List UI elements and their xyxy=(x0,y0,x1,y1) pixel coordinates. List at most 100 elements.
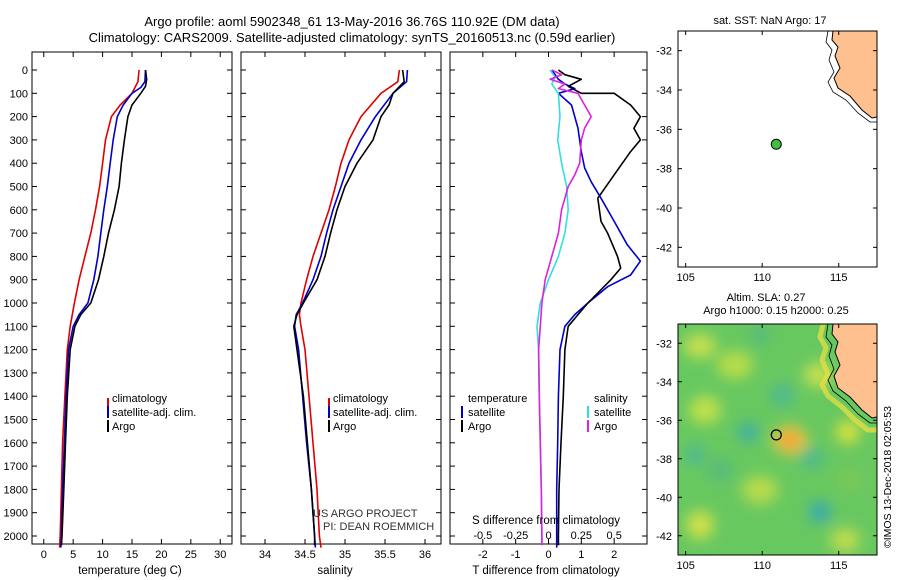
salinity-axis-ticks: 34 34.5 35 35.5 36 xyxy=(259,52,431,561)
salinity-legend: climatology satellite-adj. clim. Argo xyxy=(328,393,417,433)
difference-axis-ticks: -2 -1 0 1 2 xyxy=(478,52,617,561)
difference-legend: temperature satellite Argo salinity sate… xyxy=(461,393,631,433)
sla-map-ticks: -32 -34 -36 -38 -40 -42 105 110 115 xyxy=(656,324,877,572)
legend-satellite-temp: satellite-adj. clim. xyxy=(112,407,196,419)
australia-land xyxy=(831,30,878,119)
depth-tick-label: 100 xyxy=(10,88,28,100)
depth-tick-label: 1600 xyxy=(4,438,28,450)
depth-tick-label: 1700 xyxy=(4,461,28,473)
profile-line-climatology xyxy=(58,69,140,548)
depth-tick-label: 500 xyxy=(10,182,28,194)
lat-tick-label: -36 xyxy=(656,415,672,427)
x-tick-label: 34 xyxy=(259,549,271,561)
x-tick-label: 0 xyxy=(545,549,551,561)
legend-salinity-title: salinity xyxy=(594,393,628,405)
sst-map-panel: sat. SST: NaN Argo: 17 -32 -34 -36 -38 -40 -4… xyxy=(656,15,878,284)
depth-tick-label: 1300 xyxy=(4,368,28,380)
salinity-axis-label: salinity xyxy=(317,565,352,577)
sla-map-title: Altim. SLA: 0.27 xyxy=(727,292,806,304)
title-line-2: Climatology: CARS2009. Satellite-adjuste… xyxy=(89,30,616,45)
title-line-1: Argo profile: aoml 5902348_61 13-May-201… xyxy=(144,14,559,29)
imos-watermark: ©IMOS 13-Dec-2018 02:05:53 xyxy=(882,406,894,548)
sla-map-panel: Altim. SLA: 0.27 Argo h1000: 0.15 h2000:… xyxy=(656,292,878,572)
salinity-panel: 34 34.5 35 35.5 36 salinity climatology sate… xyxy=(240,51,442,577)
argo-float-location-marker xyxy=(770,138,782,150)
legend-temperature-title: temperature xyxy=(468,393,527,405)
legend-climatology-temp: climatology xyxy=(112,393,168,405)
depth-tick-label: 1100 xyxy=(4,321,28,333)
lat-tick-label: -34 xyxy=(656,377,672,389)
lon-tick-label: 105 xyxy=(676,560,694,572)
depth-tick-label: 1400 xyxy=(4,391,28,403)
s-difference-axis-label: S difference from climatology xyxy=(472,515,620,527)
sla-map-frame xyxy=(677,323,878,556)
x-tick-label: 15 xyxy=(126,549,138,561)
depth-tick-label: 2000 xyxy=(4,531,28,543)
x-tick-label: 35 xyxy=(339,549,351,561)
lat-tick-label: -36 xyxy=(656,124,672,136)
profile-line-t-argo xyxy=(557,69,642,546)
temperature-series xyxy=(58,69,148,548)
lat-tick-label: -42 xyxy=(656,242,672,254)
salinity-plot-frame xyxy=(240,51,442,545)
temperature-panel: 0100200300400500600700800900100011001200… xyxy=(4,51,233,577)
depth-tick-label: 200 xyxy=(10,112,28,124)
profile-line-t-satellite xyxy=(551,69,642,548)
x-tick-label: 1 xyxy=(578,549,584,561)
legend-climatology-sal: climatology xyxy=(333,393,389,405)
sst-map-ticks: -32 -34 -36 -38 -40 -42 105 110 115 xyxy=(656,31,877,284)
profile-line-climatology xyxy=(298,69,401,548)
legend-t-argo: Argo xyxy=(468,421,491,433)
sst-map-title: sat. SST: NaN Argo: 17 xyxy=(713,15,826,27)
x-tick-label: 10 xyxy=(96,549,108,561)
legend-s-argo: Argo xyxy=(594,421,617,433)
depth-tick-label: 900 xyxy=(10,275,28,287)
x-tick-label: 2 xyxy=(611,549,617,561)
lat-tick-label: -32 xyxy=(656,46,672,58)
lat-tick-label: -34 xyxy=(656,85,672,97)
argo-float-sla-marker xyxy=(770,429,782,441)
depth-tick-label: 0 xyxy=(22,65,28,77)
profile-line-s-argo xyxy=(537,69,592,546)
depth-tick-label: 1900 xyxy=(4,508,28,520)
profile-line-satellite-adj-clim- xyxy=(293,69,409,548)
depth-tick-label: 600 xyxy=(10,205,28,217)
profile-line-argo xyxy=(293,69,405,546)
s-diff-tick-label: 0 xyxy=(545,530,551,542)
s-diff-tick-label: -0.5 xyxy=(473,530,492,542)
x-tick-label: 20 xyxy=(155,549,167,561)
difference-plot-frame xyxy=(449,51,648,545)
legend-s-satellite: satellite xyxy=(594,407,631,419)
legend-argo-temp: Argo xyxy=(112,421,135,433)
credit-project: US ARGO PROJECT xyxy=(313,508,418,520)
s-diff-tick-label: 0.5 xyxy=(607,530,622,542)
temperature-legend: climatology satellite-adj. clim. Argo xyxy=(107,393,196,433)
depth-tick-label: 300 xyxy=(10,135,28,147)
depth-tick-label: 400 xyxy=(10,158,28,170)
legend-satellite-sal: satellite-adj. clim. xyxy=(333,407,417,419)
s-difference-axis-ticks: -0.5 -0.25 0 0.25 0.5 xyxy=(473,530,621,542)
lat-tick-label: -40 xyxy=(656,492,672,504)
x-tick-label: 5 xyxy=(70,549,76,561)
depth-tick-label: 1800 xyxy=(4,484,28,496)
depth-tick-label: 800 xyxy=(10,251,28,263)
t-difference-axis-label: T difference from climatology xyxy=(472,565,619,577)
lat-tick-label: -32 xyxy=(656,338,672,350)
lon-tick-label: 105 xyxy=(676,272,694,284)
lon-tick-label: 110 xyxy=(753,272,771,284)
difference-depth-ticks xyxy=(450,69,647,537)
legend-t-satellite: satellite xyxy=(468,407,505,419)
profile-line-satellite-adj-clim- xyxy=(60,69,147,548)
depth-tick-label: 700 xyxy=(10,228,28,240)
s-diff-tick-label: -0.25 xyxy=(503,530,528,542)
x-tick-label: 0 xyxy=(41,549,47,561)
salinity-series xyxy=(293,69,409,548)
depth-tick-label: 1500 xyxy=(4,415,28,427)
depth-tick-label: 1200 xyxy=(4,345,28,357)
lat-tick-label: -38 xyxy=(656,454,672,466)
depth-tick-label: 1000 xyxy=(4,298,28,310)
lon-tick-label: 115 xyxy=(830,560,848,572)
lat-tick-label: -42 xyxy=(656,531,672,543)
profile-line-argo xyxy=(60,69,148,546)
